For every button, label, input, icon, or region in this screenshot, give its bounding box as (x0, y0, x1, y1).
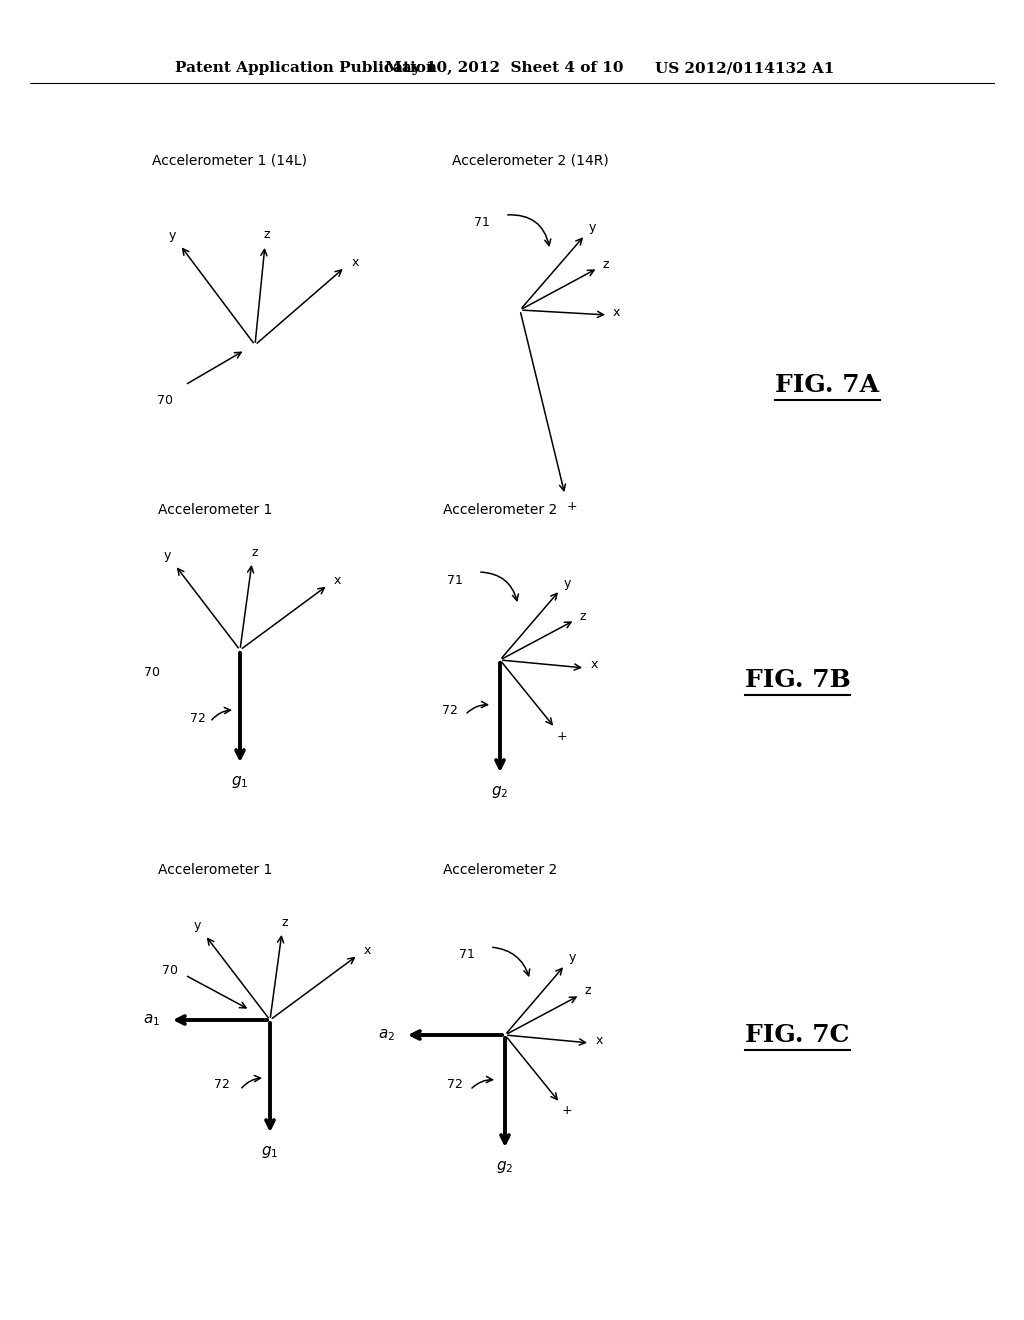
Text: $g_2$: $g_2$ (492, 784, 509, 800)
Text: y: y (563, 577, 570, 590)
Text: y: y (194, 920, 201, 932)
Text: $g_2$: $g_2$ (497, 1159, 514, 1175)
Text: z: z (252, 546, 258, 560)
Text: +: + (566, 500, 578, 513)
Text: $a_2$: $a_2$ (379, 1027, 395, 1043)
Text: x: x (364, 944, 371, 957)
Text: 72: 72 (447, 1078, 463, 1092)
Text: y: y (568, 952, 575, 965)
Text: y: y (163, 549, 171, 562)
Text: 70: 70 (157, 393, 173, 407)
Text: Patent Application Publication: Patent Application Publication (175, 61, 437, 75)
Text: x: x (595, 1034, 603, 1047)
Text: y: y (168, 228, 176, 242)
Text: x: x (590, 659, 598, 672)
Text: Accelerometer 2: Accelerometer 2 (442, 503, 557, 517)
Text: 70: 70 (144, 665, 160, 678)
Text: z: z (282, 916, 288, 929)
Text: Accelerometer 1: Accelerometer 1 (158, 503, 272, 517)
Text: May 10, 2012  Sheet 4 of 10: May 10, 2012 Sheet 4 of 10 (385, 61, 624, 75)
Text: 72: 72 (442, 704, 458, 717)
Text: $g_1$: $g_1$ (231, 774, 249, 789)
Text: z: z (585, 985, 591, 998)
Text: x: x (351, 256, 358, 268)
Text: FIG. 7B: FIG. 7B (745, 668, 851, 692)
Text: 71: 71 (459, 949, 475, 961)
Text: 70: 70 (162, 964, 178, 977)
Text: Accelerometer 2 (14R): Accelerometer 2 (14R) (452, 153, 608, 168)
Text: 72: 72 (190, 711, 206, 725)
Text: 71: 71 (447, 573, 463, 586)
Text: Accelerometer 2: Accelerometer 2 (442, 863, 557, 876)
Text: +: + (557, 730, 567, 742)
Text: 71: 71 (474, 215, 489, 228)
Text: x: x (334, 573, 341, 586)
Text: Accelerometer 1 (14L): Accelerometer 1 (14L) (153, 153, 307, 168)
Text: +: + (562, 1105, 572, 1118)
Text: $g_1$: $g_1$ (261, 1144, 279, 1160)
Text: z: z (580, 610, 587, 623)
Text: Accelerometer 1: Accelerometer 1 (158, 863, 272, 876)
Text: y: y (589, 222, 596, 235)
Text: 72: 72 (214, 1078, 230, 1092)
Text: FIG. 7C: FIG. 7C (745, 1023, 850, 1047)
Text: FIG. 7A: FIG. 7A (775, 374, 880, 397)
Text: US 2012/0114132 A1: US 2012/0114132 A1 (655, 61, 835, 75)
Text: x: x (612, 306, 620, 319)
Text: z: z (603, 257, 609, 271)
Text: z: z (264, 228, 270, 242)
Text: $a_1$: $a_1$ (143, 1012, 161, 1028)
